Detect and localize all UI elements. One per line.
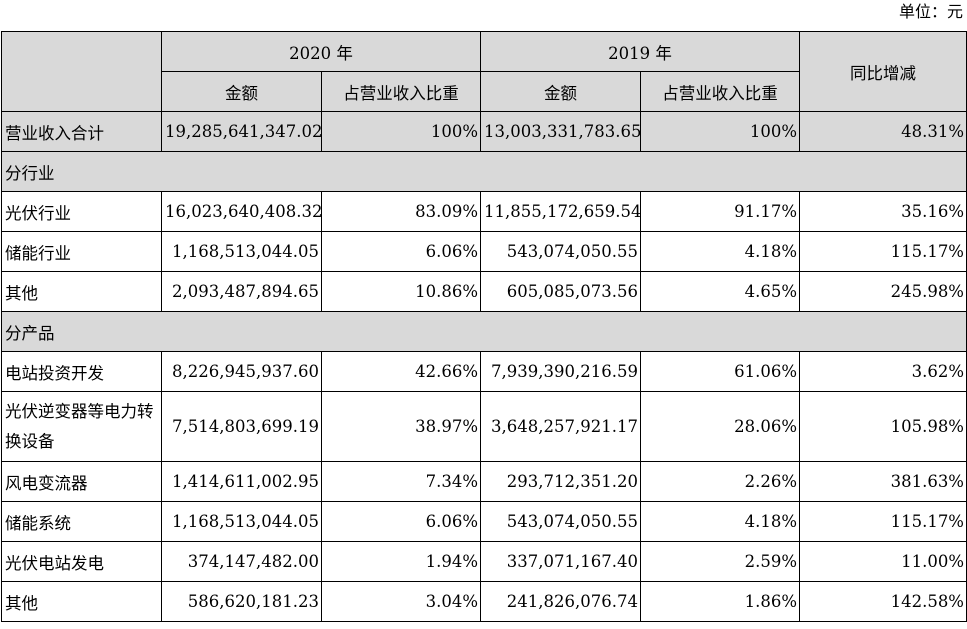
header-corner-cell — [1, 31, 162, 112]
yoy-cell: 35.16% — [799, 191, 967, 232]
ratio-2020-cell: 42.66% — [321, 351, 481, 392]
revenue-table: 2020 年 2019 年 同比增减 金额 占营业收入比重 金额 占营业收入比重… — [1, 31, 967, 622]
header-amount-2019: 金额 — [480, 71, 641, 112]
amount-2019-cell: 543,074,050.55 — [480, 501, 641, 542]
amount-2020-cell: 16,023,640,408.32 — [161, 191, 322, 232]
amount-2019-cell: 13,003,331,783.65 — [480, 111, 641, 152]
ratio-2020-cell: 1.94% — [321, 541, 481, 582]
yoy-cell: 245.98% — [799, 271, 967, 312]
table-row: 风电变流器 1,414,611,002.95 7.34% 293,712,351… — [1, 461, 967, 502]
amount-2019-cell: 3,648,257,921.17 — [480, 391, 641, 462]
row-label: 储能行业 — [1, 231, 162, 272]
yoy-cell: 105.98% — [799, 391, 967, 462]
yoy-cell: 115.17% — [799, 231, 967, 272]
amount-2019-cell: 337,071,167.40 — [480, 541, 641, 582]
amount-2020-cell: 1,168,513,044.05 — [161, 501, 322, 542]
yoy-cell: 48.31% — [799, 111, 967, 152]
amount-2020-cell: 586,620,181.23 — [161, 581, 322, 622]
amount-2019-cell: 605,085,073.56 — [480, 271, 641, 312]
section-row-industry: 分行业 — [1, 151, 967, 192]
header-ratio-2019: 占营业收入比重 — [640, 71, 800, 112]
row-label: 营业收入合计 — [1, 111, 162, 152]
ratio-2020-cell: 38.97% — [321, 391, 481, 462]
yoy-cell: 381.63% — [799, 461, 967, 502]
amount-2020-cell: 374,147,482.00 — [161, 541, 322, 582]
amount-2020-cell: 8,226,945,937.60 — [161, 351, 322, 392]
row-label: 电站投资开发 — [1, 351, 162, 392]
row-label: 光伏电站发电 — [1, 541, 162, 582]
yoy-cell: 3.62% — [799, 351, 967, 392]
row-label: 光伏逆变器等电力转换设备 — [1, 391, 162, 462]
ratio-2019-cell: 4.18% — [640, 501, 800, 542]
ratio-2019-cell: 100% — [640, 111, 800, 152]
table-row: 电站投资开发 8,226,945,937.60 42.66% 7,939,390… — [1, 351, 967, 392]
header-row-columns: 金额 占营业收入比重 金额 占营业收入比重 — [2, 71, 967, 112]
amount-2019-cell: 11,855,172,659.54 — [480, 191, 641, 232]
header-ratio-2020: 占营业收入比重 — [321, 71, 481, 112]
ratio-2019-cell: 1.86% — [640, 581, 800, 622]
amount-2020-cell: 1,168,513,044.05 — [161, 231, 322, 272]
unit-label: 单位：元 — [898, 2, 963, 21]
amount-2020-cell: 19,285,641,347.02 — [161, 111, 322, 152]
ratio-2020-cell: 6.06% — [321, 231, 481, 272]
amount-2020-cell: 2,093,487,894.65 — [161, 271, 322, 312]
table-row: 光伏逆变器等电力转换设备 7,514,803,699.19 38.97% 3,6… — [1, 391, 967, 462]
table-row: 储能系统 1,168,513,044.05 6.06% 543,074,050.… — [1, 501, 967, 542]
amount-2019-cell: 241,826,076.74 — [480, 581, 641, 622]
ratio-2020-cell: 100% — [321, 111, 481, 152]
amount-2020-cell: 1,414,611,002.95 — [161, 461, 322, 502]
table-row: 其他 2,093,487,894.65 10.86% 605,085,073.5… — [1, 271, 967, 312]
amount-2019-cell: 543,074,050.55 — [480, 231, 641, 272]
table-row: 其他 586,620,181.23 3.04% 241,826,076.74 1… — [1, 581, 967, 622]
yoy-cell: 115.17% — [799, 501, 967, 542]
header-year-2020: 2020 年 — [161, 31, 481, 72]
row-label: 光伏行业 — [1, 191, 162, 232]
row-label: 风电变流器 — [1, 461, 162, 502]
ratio-2020-cell: 83.09% — [321, 191, 481, 232]
table-row: 储能行业 1,168,513,044.05 6.06% 543,074,050.… — [1, 231, 967, 272]
header-row-years: 2020 年 2019 年 同比增减 — [1, 31, 967, 112]
ratio-2020-cell: 10.86% — [321, 271, 481, 312]
ratio-2020-cell: 6.06% — [321, 501, 481, 542]
ratio-2019-cell: 2.26% — [640, 461, 800, 502]
ratio-2019-cell: 4.18% — [640, 231, 800, 272]
header-yoy: 同比增减 — [799, 31, 967, 112]
ratio-2019-cell: 28.06% — [640, 391, 800, 462]
section-label: 分产品 — [1, 311, 967, 352]
amount-2020-cell: 7,514,803,699.19 — [161, 391, 322, 462]
table-row: 光伏电站发电 374,147,482.00 1.94% 337,071,167.… — [1, 541, 967, 582]
table-row: 光伏行业 16,023,640,408.32 83.09% 11,855,172… — [1, 191, 967, 232]
ratio-2019-cell: 61.06% — [640, 351, 800, 392]
ratio-2019-cell: 4.65% — [640, 271, 800, 312]
header-amount-2020: 金额 — [161, 71, 322, 112]
row-label: 其他 — [1, 581, 162, 622]
amount-2019-cell: 7,939,390,216.59 — [480, 351, 641, 392]
row-label: 储能系统 — [1, 501, 162, 542]
ratio-2019-cell: 2.59% — [640, 541, 800, 582]
yoy-cell: 11.00% — [799, 541, 967, 582]
ratio-2019-cell: 91.17% — [640, 191, 800, 232]
yoy-cell: 142.58% — [799, 581, 967, 622]
section-row-product: 分产品 — [1, 311, 967, 352]
ratio-2020-cell: 7.34% — [321, 461, 481, 502]
total-row: 营业收入合计 19,285,641,347.02 100% 13,003,331… — [1, 111, 967, 152]
ratio-2020-cell: 3.04% — [321, 581, 481, 622]
amount-2019-cell: 293,712,351.20 — [480, 461, 641, 502]
header-year-2019: 2019 年 — [480, 31, 800, 72]
section-label: 分行业 — [1, 151, 967, 192]
row-label: 其他 — [1, 271, 162, 312]
